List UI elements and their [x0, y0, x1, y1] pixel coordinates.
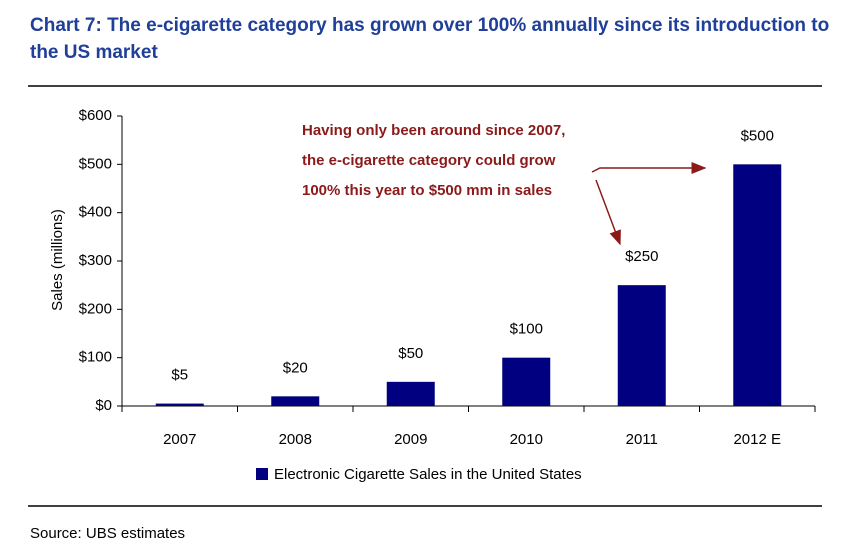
x-tick-label: 2011	[626, 431, 658, 448]
value-label: $5	[171, 367, 188, 384]
value-label: $100	[510, 321, 543, 338]
bar	[271, 396, 320, 406]
bar	[502, 357, 551, 406]
value-label: $250	[625, 248, 658, 265]
x-tick-label: 2007	[163, 431, 196, 448]
value-label: $50	[398, 345, 423, 362]
bar	[617, 285, 666, 406]
chart-title: Chart 7: The e-cigarette category has gr…	[30, 15, 830, 63]
x-tick-label: 2012 E	[733, 431, 781, 448]
annotation-arrow	[595, 179, 621, 246]
y-tick-label: $600	[79, 107, 112, 124]
y-tick-label: $0	[95, 397, 112, 414]
bar	[733, 164, 782, 406]
legend-swatch	[256, 468, 268, 480]
y-tick-label: $100	[79, 349, 112, 366]
bar	[386, 381, 435, 406]
legend-label: Electronic Cigarette Sales in the United…	[274, 466, 582, 483]
annotation: 100% this year to $500 mm in sales	[302, 182, 552, 199]
annotation: the e-cigarette category could grow	[302, 152, 556, 169]
y-tick-label: $400	[79, 204, 112, 221]
y-tick-label: $500	[79, 155, 112, 172]
x-tick-label: 2009	[394, 431, 427, 448]
annotation-arrow	[591, 162, 707, 174]
y-axis-label: Sales (millions)	[49, 209, 66, 311]
y-tick-label: $300	[79, 252, 112, 269]
x-tick-label: 2008	[279, 431, 312, 448]
source: Source: UBS estimates	[30, 525, 185, 542]
value-label: $500	[741, 127, 774, 144]
annotation: Having only been around since 2007,	[302, 122, 565, 139]
x-tick-label: 2010	[510, 431, 543, 448]
value-label: $20	[283, 359, 308, 376]
y-tick-label: $200	[79, 300, 112, 317]
bar	[155, 403, 204, 406]
